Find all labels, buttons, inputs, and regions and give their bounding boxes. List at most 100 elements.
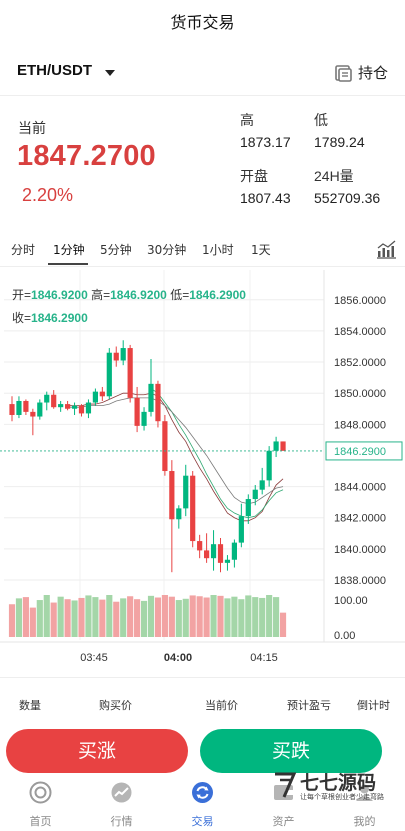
volume-bar [182,598,189,637]
tab-trade[interactable]: 交易 [162,775,243,831]
y-tick-label: 1856.0000 [334,295,386,307]
watermark-logo-icon [275,772,297,798]
ohlc-legend-close: 收=1846.2900 [12,309,88,326]
candle-body [51,394,57,408]
tab-profile[interactable]: 我的 [324,775,405,831]
candle-body [252,489,258,500]
volume-tick-label: 0.00 [334,630,355,642]
candle-body [23,400,29,412]
buy-down-button[interactable]: 买跌 [200,729,382,773]
legend-open-key: 开= [12,288,32,302]
tab-market[interactable]: 行情 [81,775,162,831]
y-tick-label: 1854.0000 [334,326,386,338]
tab-home-label: 首页 [29,815,52,828]
active-tab-underline [48,263,88,265]
volume-bar [252,597,259,637]
candle-body [16,400,22,415]
holdings-button[interactable]: 持仓 [334,62,388,83]
divider [0,266,405,267]
candle-body [127,348,133,398]
tab-interval-1d[interactable]: 1天 [251,243,271,257]
trade-icon [192,782,213,803]
volume-bar [71,600,78,637]
candle-body [197,541,203,551]
candle-body [44,394,50,403]
volume-bar [238,599,245,637]
volume-bar [168,596,175,637]
volume-bar [64,599,71,637]
volume-bar [147,595,155,637]
volume-bar [231,596,238,637]
tab-interval-timeshare[interactable]: 分时 [11,243,36,257]
tab-interval-1m[interactable]: 1分钟 [53,243,85,257]
volume-bar [29,607,36,637]
volume-bar [217,595,224,637]
volume-bar [266,595,273,637]
volume-bar [279,612,287,637]
ma-line [150,388,284,519]
tab-home[interactable]: 首页 [0,775,81,831]
tab-interval-30m[interactable]: 30分钟 [147,243,187,257]
legend-close-key: 收= [12,311,32,325]
volume-bar [134,599,141,637]
current-price-label: 当前 [18,121,46,137]
volume-bar [106,595,113,637]
candle-body [113,352,119,361]
volume-bar [175,600,182,637]
candle-body [183,475,189,509]
tab-profile-label: 我的 [353,815,376,828]
chart-canvas: 1856.0000 1854.0000 1852.0000 1850.0000 1848… [0,270,405,664]
candle-body [148,383,154,412]
tab-interval-1h[interactable]: 1小时 [202,243,234,257]
volume-24h-label: 24H量 [314,168,354,184]
x-tick-label: 03:45 [80,652,108,664]
watermark-name: 七七源码 [300,772,377,794]
legend-close-value: 1846.2900 [31,311,88,325]
volume-bar [224,598,231,637]
open-label: 开盘 [240,168,268,184]
candle-body [120,348,126,361]
high-value: 1873.17 [240,134,291,150]
candle-body [85,402,92,414]
holdings-icon [335,64,352,82]
market-icon [111,782,132,803]
volume-bar [57,596,64,637]
caret-down-icon[interactable] [105,70,115,76]
volume-bar [259,597,266,637]
x-tick-label: 04:15 [250,652,278,664]
holdings-label: 持仓 [358,64,389,82]
candle-body [266,450,272,481]
candle-body [162,421,168,472]
candle-body [141,411,147,426]
col-quantity: 数量 [19,699,41,712]
pair-selector[interactable]: ETH/USDT [17,62,92,79]
interval-tabs: 分时 1分钟 5分钟 30分钟 1小时 1天 [0,232,405,266]
candlestick-chart[interactable]: 1856.0000 1854.0000 1852.0000 1850.0000 1848… [0,270,405,670]
buy-up-button[interactable]: 买涨 [6,729,188,773]
candle-body [176,508,182,520]
volume-tick-label: 100.00 [334,595,368,607]
volume-bar [189,595,196,637]
home-icon [29,781,52,804]
volume-bar [154,597,162,637]
volume-bar [22,597,29,637]
low-value: 1789.24 [314,134,365,150]
candle-body [71,405,78,409]
candle-body [134,397,140,426]
tab-interval-5m[interactable]: 5分钟 [100,243,132,257]
candle-body [155,383,161,422]
volume-bar [50,602,57,637]
ma-line [67,392,284,522]
volume-bar [245,595,252,637]
chart-settings-icon[interactable] [375,238,397,260]
candle-body [58,404,64,408]
current-price: 1847.2700 [17,140,156,172]
candle-body [99,391,105,397]
y-tick-label: 1850.0000 [334,388,386,400]
pair-selector-bar: ETH/USDT 持仓 [0,52,405,92]
candle-body [92,391,98,403]
candle-body [30,411,36,417]
watermark-tagline: 让每个草根创业者少走弯路 [300,793,384,801]
high-label: 高 [240,112,254,128]
price-change-percent: 2.20% [22,185,74,205]
